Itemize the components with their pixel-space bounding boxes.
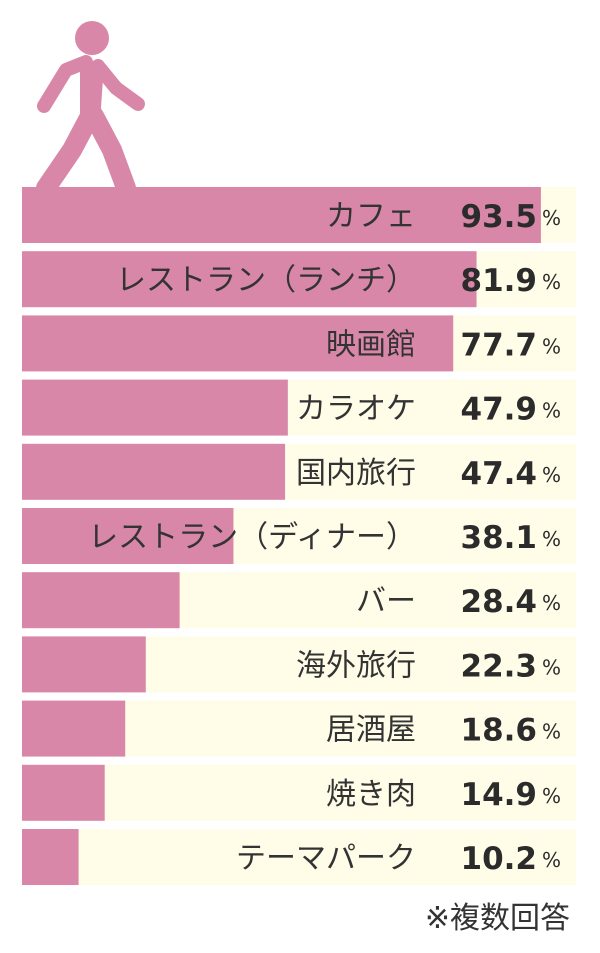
value-label: 47.9	[461, 392, 538, 428]
category-label: 焼き肉	[326, 777, 416, 812]
category-label: 国内旅行	[296, 456, 416, 491]
bar-track	[22, 829, 576, 885]
bar	[22, 764, 105, 821]
value-label: 93.5	[461, 199, 538, 235]
value-label: 47.4	[461, 456, 538, 492]
category-label: バー	[356, 584, 416, 619]
bar-track	[22, 764, 576, 821]
unit-label: %	[542, 270, 561, 294]
unit-label: %	[542, 591, 561, 615]
value-label: 10.2	[461, 841, 538, 877]
category-label: テーマパーク	[236, 841, 416, 876]
unit-label: %	[542, 206, 561, 230]
category-label: 海外旅行	[296, 648, 416, 683]
footnote: ※複数回答	[424, 901, 570, 936]
category-label: 映画館	[326, 327, 416, 362]
unit-label: %	[542, 848, 561, 872]
category-label: カフェ	[326, 199, 416, 234]
bar	[22, 187, 541, 243]
bar	[22, 636, 146, 693]
walking-person-icon	[36, 21, 145, 190]
bar	[22, 700, 126, 757]
unit-label: %	[542, 463, 561, 487]
value-label: 38.1	[461, 520, 538, 556]
bar	[22, 251, 477, 308]
unit-label: %	[542, 720, 561, 744]
bar	[22, 572, 180, 629]
bar	[22, 379, 288, 436]
value-label: 18.6	[461, 713, 538, 749]
value-label: 14.9	[461, 777, 538, 813]
unit-label: %	[542, 784, 561, 808]
value-label: 81.9	[461, 263, 538, 299]
value-label: 77.7	[461, 327, 538, 363]
unit-label: %	[542, 334, 561, 358]
category-label: レストラン（ディナー）	[88, 520, 416, 555]
bar	[22, 508, 234, 564]
unit-label: %	[542, 655, 561, 679]
value-label: 22.3	[461, 648, 538, 684]
value-label: 28.4	[461, 584, 538, 620]
category-label: 居酒屋	[326, 713, 416, 748]
bar	[22, 315, 454, 372]
unit-label: %	[542, 527, 561, 551]
category-label: レストラン（ランチ）	[116, 263, 416, 298]
category-label: カラオケ	[296, 392, 416, 427]
bar	[22, 829, 79, 885]
unit-label: %	[542, 399, 561, 423]
bar	[22, 443, 286, 500]
